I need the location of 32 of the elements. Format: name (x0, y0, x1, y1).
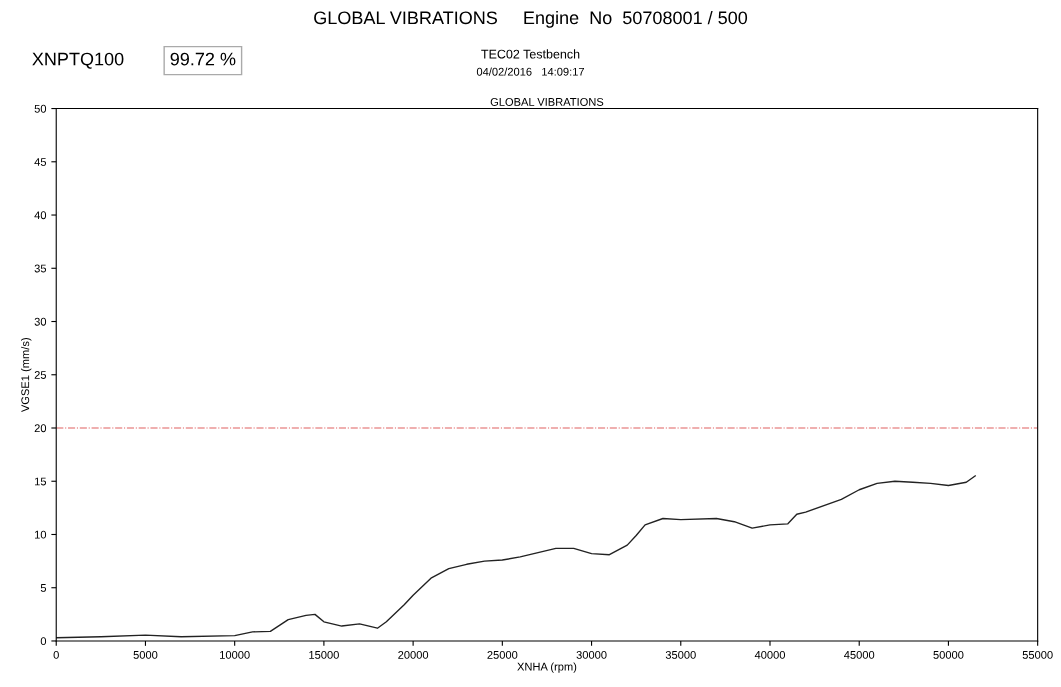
x-tick-label: 40000 (754, 650, 786, 659)
x-tick-label: 30000 (576, 650, 607, 659)
x-tick-label: 0 (53, 650, 59, 659)
text: XNPTQ100 (32, 52, 124, 69)
y-tick-label: 50 (34, 104, 47, 113)
line-series (56, 475, 976, 639)
x-tick-label: 45000 (844, 650, 875, 659)
y-tick-label: 35 (34, 264, 47, 273)
chart-subtitle: GLOBAL VIBRATIONS (490, 98, 604, 106)
text: 99.72 % (170, 52, 236, 66)
y-tick-label: 10 (35, 530, 47, 539)
x-tick-label: 35000 (665, 650, 696, 659)
text: TEC02 Testbench (481, 49, 580, 59)
y-tick-label: 30 (34, 317, 47, 326)
x-tick-label: 10000 (220, 650, 250, 659)
y-tick-label: 25 (34, 371, 47, 379)
x-tick-label: 50000 (933, 650, 964, 659)
x-tick-label: 15000 (309, 650, 339, 659)
x-tick-label: 25000 (487, 650, 518, 659)
y-axis-title: VGSE1 (mm/s) (21, 338, 32, 413)
x-axis-title: XNHA (rpm) (517, 662, 577, 673)
y-tick-label: 0 (40, 637, 47, 646)
y-tick-label: 45 (34, 158, 47, 166)
chart-title: GLOBAL VIBRATIONS Engine No 50708001 / 500 (314, 10, 748, 28)
y-tick-label: 15 (35, 477, 47, 486)
x-tick-label: 55000 (1022, 650, 1053, 659)
text: 04/02/2016 14:09:17 (476, 67, 585, 76)
y-tick-label: 40 (34, 211, 47, 220)
y-tick-label: 5 (40, 584, 47, 592)
y-tick-label: 20 (34, 424, 47, 433)
x-tick-label: 20000 (398, 650, 429, 659)
x-tick-label: 5000 (133, 650, 158, 659)
